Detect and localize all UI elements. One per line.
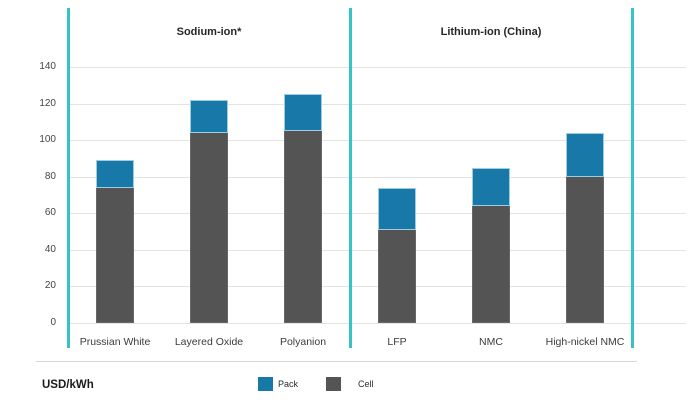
bar-layered-oxide <box>190 99 228 323</box>
bar-segment-pack-high-nickel-nmc <box>566 132 604 177</box>
legend-pack-swatch <box>258 377 273 391</box>
bar-nmc <box>472 167 510 323</box>
y-axis-label-40: 40 <box>44 243 56 255</box>
y-axis-label-120: 120 <box>39 97 56 109</box>
gridline-60 <box>68 213 686 215</box>
bar-segment-cell-polyanion <box>284 131 322 323</box>
panel-left-border-line <box>66 8 70 348</box>
bar-segment-cell-prussian-white <box>96 187 134 323</box>
unit-label: USD/kWh <box>42 379 94 391</box>
bar-segment-cell-nmc <box>472 205 510 323</box>
x-axis-label-lfp: LFP <box>387 336 407 348</box>
gridline-20 <box>68 286 686 288</box>
y-axis-label-100: 100 <box>39 134 56 146</box>
bar-prussian-white <box>96 160 134 323</box>
bar-high-nickel-nmc <box>566 132 604 323</box>
bar-segment-pack-layered-oxide <box>190 99 228 133</box>
y-axis-label-140: 140 <box>39 61 56 72</box>
panel-title-sodium-ion: Sodium-ion* <box>176 26 242 38</box>
legend: Pack Cell <box>258 377 374 391</box>
gridline-100 <box>68 140 686 142</box>
gridline-0 <box>68 323 686 324</box>
bar-segment-pack-nmc <box>472 167 510 206</box>
bar-segment-pack-polyanion <box>284 94 322 131</box>
legend-pack-label: Pack <box>278 379 299 389</box>
gridline-40 <box>68 249 686 251</box>
bar-segment-pack-prussian-white <box>96 160 134 188</box>
panel-right-border-line <box>630 8 634 348</box>
bar-segment-cell-layered-oxide <box>190 132 228 323</box>
x-axis-label-layered-oxide: Layered Oxide <box>174 336 244 348</box>
panel-divider-line <box>348 8 352 348</box>
legend-cell-swatch <box>326 377 342 391</box>
legend-cell-label: Cell <box>358 379 374 389</box>
panel-title-lithium-ion: Lithium-ion (China) <box>440 26 542 38</box>
x-axis-label-high-nickel-nmc: High-nickel NMC <box>545 336 625 348</box>
gridline-140 <box>68 67 686 68</box>
y-axis-label-80: 80 <box>44 170 56 182</box>
bar-segment-pack-lfp <box>378 187 416 230</box>
x-axis-label-nmc: NMC <box>479 336 503 348</box>
bar-segment-cell-lfp <box>378 229 416 323</box>
bar-segment-cell-high-nickel-nmc <box>566 176 604 323</box>
bar-polyanion <box>284 94 322 323</box>
bar-lfp <box>378 187 416 323</box>
y-axis-label-20: 20 <box>44 280 56 292</box>
x-axis-label-prussian-white: Prussian White <box>79 336 151 348</box>
y-axis-label-60: 60 <box>44 207 56 219</box>
x-axis-label-polyanion: Polyanion <box>279 336 327 348</box>
gridline-80 <box>68 176 686 178</box>
footer-separator <box>36 361 637 362</box>
y-axis-label-0: 0 <box>50 317 56 328</box>
gridline-120 <box>68 103 686 105</box>
